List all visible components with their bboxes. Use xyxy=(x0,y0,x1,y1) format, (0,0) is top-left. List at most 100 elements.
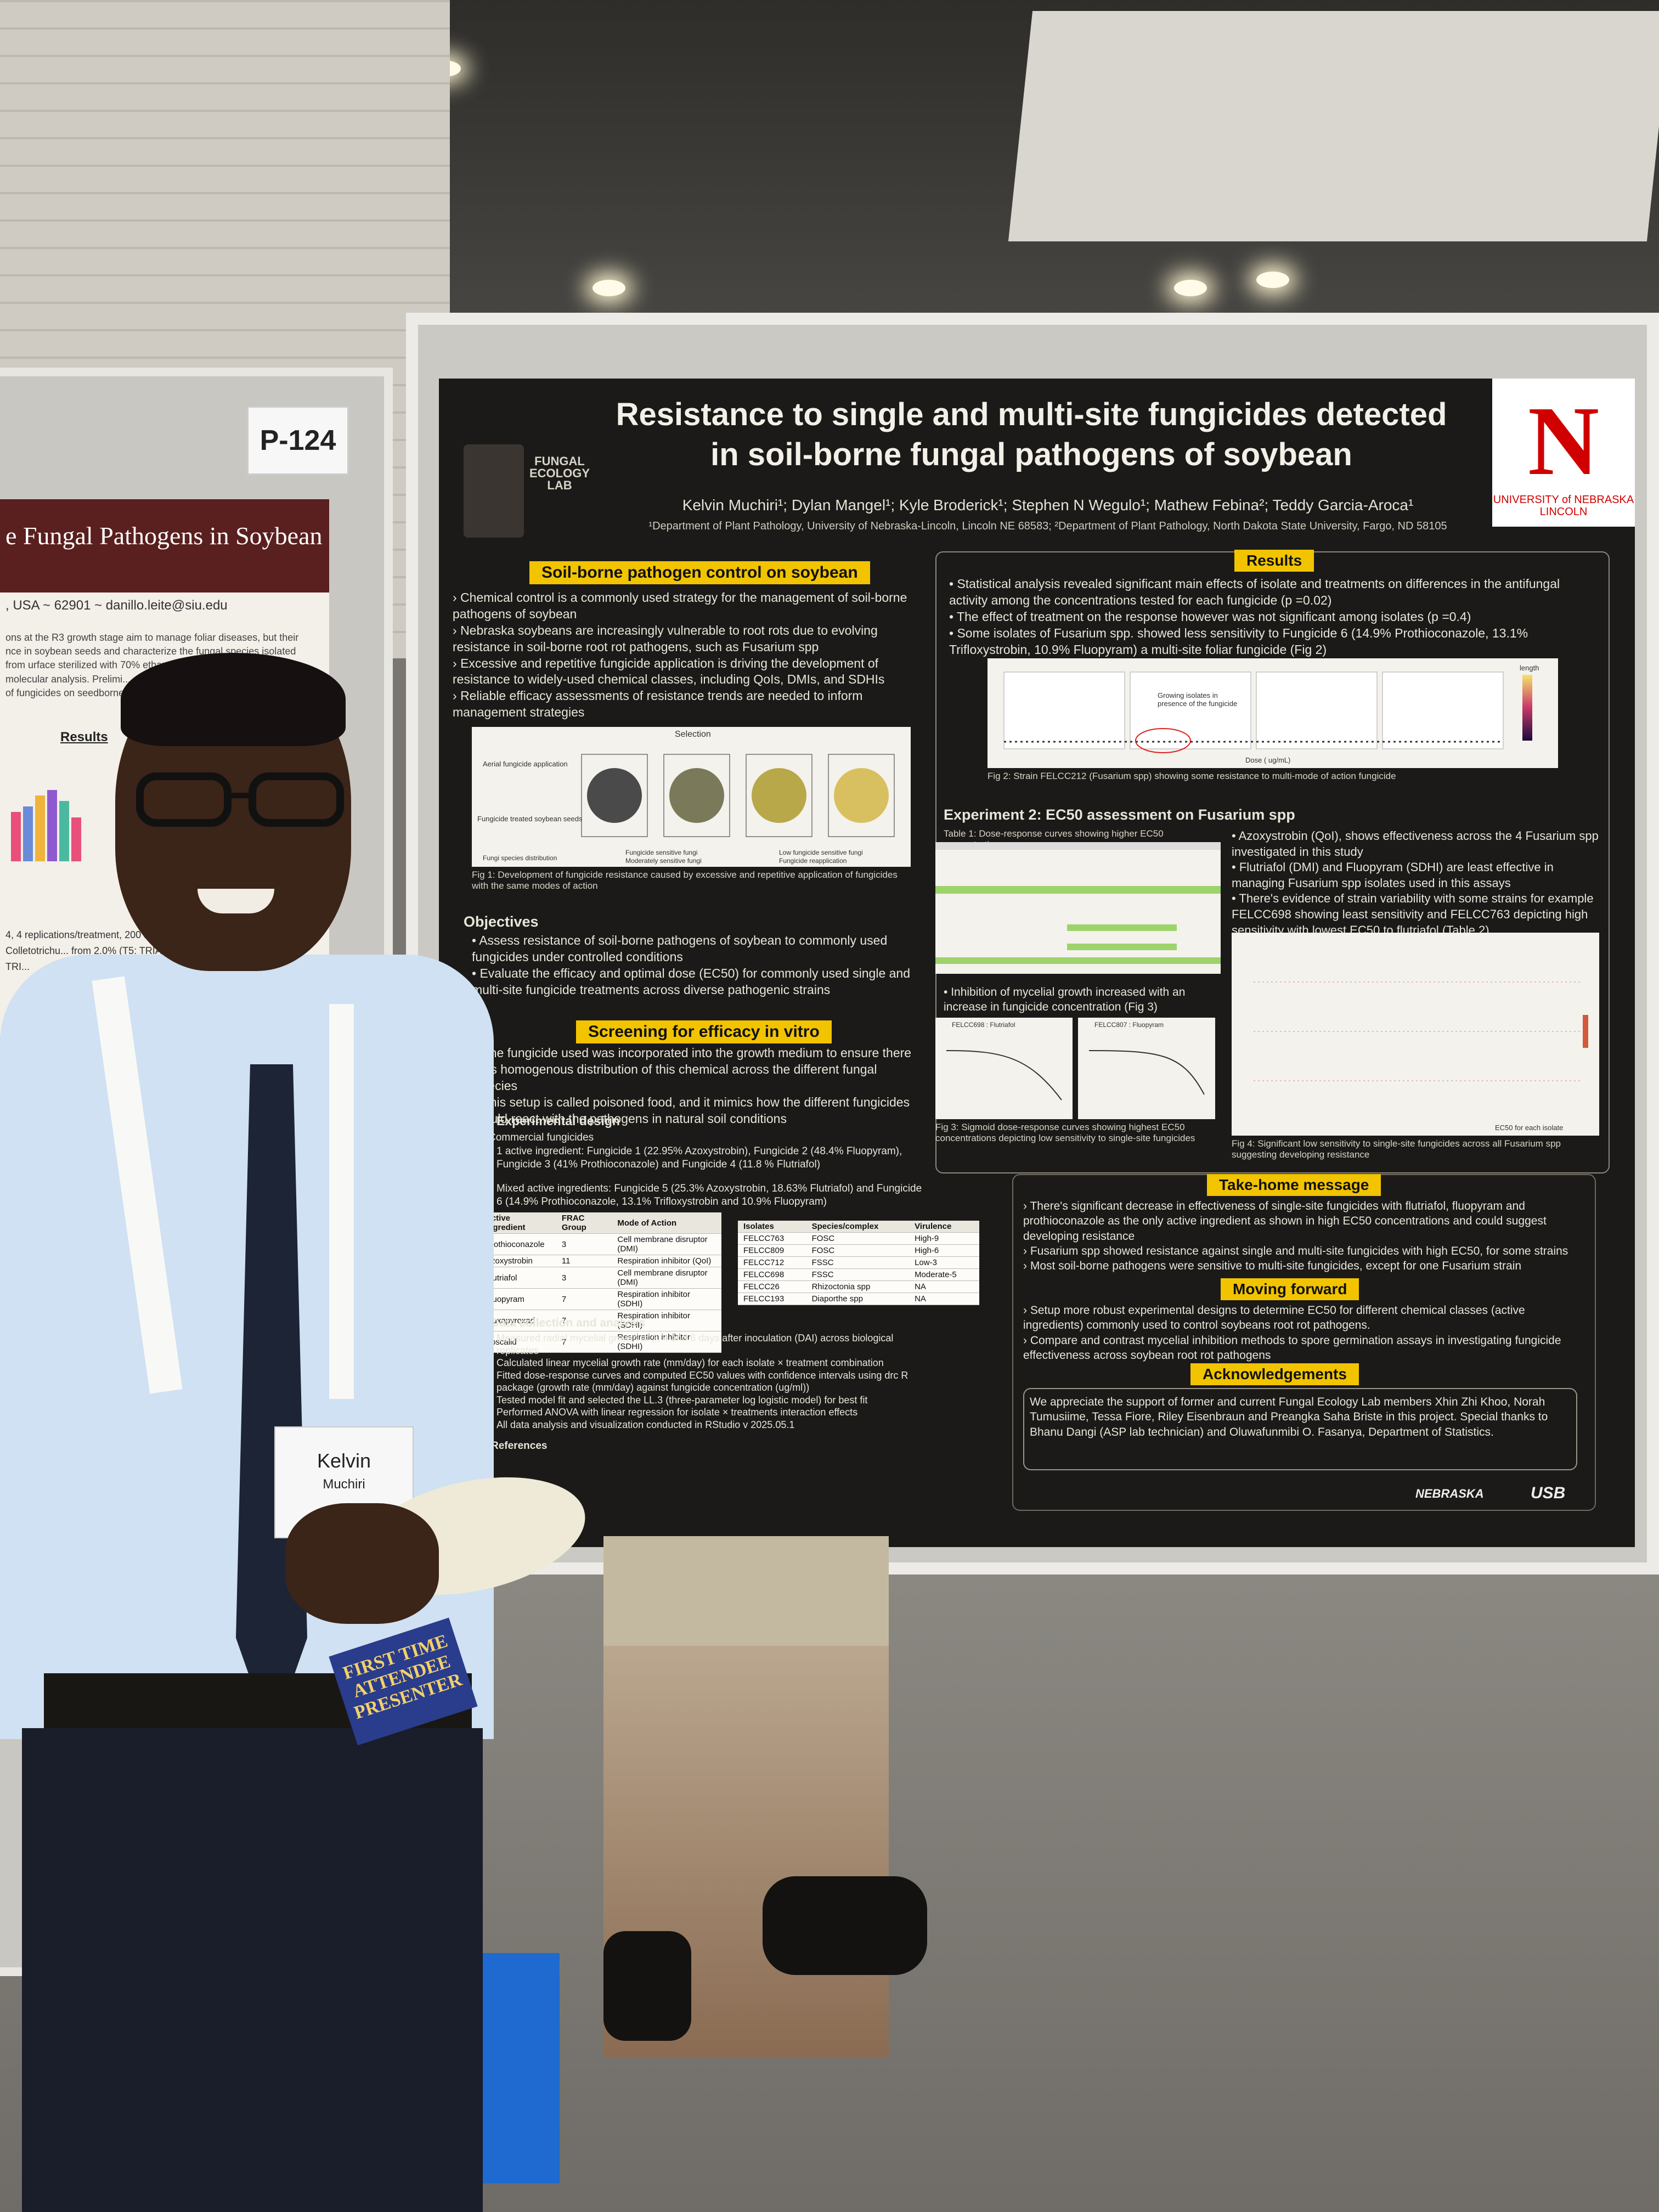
section-soil-borne-bullets: › Chemical control is a commonly used st… xyxy=(453,590,919,721)
fig2-caption: Fig 2: Strain FELCC212 (Fusarium spp) sh… xyxy=(988,771,1396,781)
table-row: Boscalid 7 Respiration inhibitor (SDHI) xyxy=(480,1331,721,1353)
bullet-text: Fusarium spp showed resistance against s… xyxy=(1030,1244,1568,1257)
table-row: Flutriafol 3 Cell membrane disruptor (DMI) xyxy=(480,1267,721,1289)
bullet: › Setup more robust experimental designs… xyxy=(1023,1304,1525,1332)
mixed-ai-text: Mixed active ingredients: Fungicide 5 (2… xyxy=(496,1183,922,1207)
unl-n-mark: N xyxy=(1528,386,1599,495)
results-heading: Results xyxy=(1234,550,1314,572)
poster-title: Resistance to single and multi-site fung… xyxy=(549,395,1514,475)
bullet: Measured radial mycelial growth at 2, 4 … xyxy=(496,1333,894,1356)
table-cell: Respiration inhibitor (SDHI) xyxy=(612,1331,721,1353)
table-header-row: Active ingredient FRAC Group Mode of Act… xyxy=(480,1212,721,1234)
table-cell: 7 xyxy=(556,1331,612,1353)
fig1-label-selection: Selection xyxy=(675,730,711,739)
left-poster-title: e Fungal Pathogens in Soybean xyxy=(0,499,329,592)
table-cell: High-6 xyxy=(909,1244,979,1257)
bullet: › Nebraska soybeans are increasingly vul… xyxy=(453,623,878,654)
data-analysis-heading: Data collection and analysis xyxy=(491,1317,646,1329)
table-row: FELCC809 FOSC High-6 xyxy=(738,1244,979,1257)
nebraska-sponsor-logo: NEBRASKA xyxy=(1415,1487,1484,1500)
left-poster-contact: , USA ~ 62901 ~ danillo.leite@siu.edu xyxy=(5,598,228,613)
badge-name: Kelvin xyxy=(317,1449,371,1472)
fig3-panel-flutriafol: FELCC698 : Flutriafol xyxy=(935,1018,1073,1119)
bullet-text: Excessive and repetitive fungicide appli… xyxy=(453,656,885,687)
fig4-caption: Fig 4: Significant low sensitivity to si… xyxy=(1232,1138,1561,1160)
ceiling-light xyxy=(1256,272,1289,288)
fig1-legend-reapplication: Fungicide reapplication xyxy=(779,857,847,865)
table-cell: FSSC xyxy=(806,1256,910,1269)
fig1-label-seeds: Fungicide treated soybean seeds xyxy=(477,815,583,823)
table-cell: FELCC193 xyxy=(738,1293,806,1305)
fig1-diagram: Selection Aerial fungicide application F… xyxy=(472,727,911,867)
data-analysis-bullets: Measured radial mycelial growth at 2, 4 … xyxy=(496,1332,924,1431)
fig1-caption: Fig 1: Development of fungicide resistan… xyxy=(472,870,898,891)
screening-bullets: › The fungicide used was incorporated in… xyxy=(475,1045,919,1127)
ceiling-light xyxy=(1174,280,1207,296)
author-photo xyxy=(464,444,524,538)
bullet-text: The fungicide used was incorporated into… xyxy=(475,1046,912,1093)
person-pants xyxy=(22,1728,483,2212)
fig1-legend-low: Low fungicide sensitive fungi xyxy=(779,849,863,856)
person-hand xyxy=(285,1503,439,1624)
table-cell: 3 xyxy=(556,1233,612,1255)
section-heading-screening: Screening for efficacy in vitro xyxy=(576,1020,832,1043)
ack-text: We appreciate the support of former and … xyxy=(1030,1396,1548,1438)
bullet: › Excessive and repetitive fungicide app… xyxy=(453,656,885,687)
bullet: • Flutriafol (DMI) and Fluopyram (SDHI) … xyxy=(1232,860,1554,890)
boot xyxy=(763,1876,927,1975)
bullet: › Reliable efficacy assessments of resis… xyxy=(453,689,863,720)
badge-surname: Muchiri xyxy=(323,1477,365,1492)
table-cell: FELCC809 xyxy=(738,1244,806,1257)
table-cell: FOSC xyxy=(806,1232,910,1245)
bullet: Fitted dose-response curves and computed… xyxy=(496,1369,909,1393)
table-cell: Respiration inhibitor (SDHI) xyxy=(612,1310,721,1331)
fig2-scatter: Growing isolates in presence of the fung… xyxy=(988,658,1558,768)
takehome-heading: Take-home message xyxy=(1207,1174,1381,1196)
person-tie xyxy=(236,1064,307,1739)
table-cell: FELCC26 xyxy=(738,1280,806,1293)
bullet-text: There's evidence of strain variability w… xyxy=(1232,891,1594,937)
bullet: • Some isolates of Fusarium spp. showed … xyxy=(949,625,1528,657)
design-heading: Experimental design xyxy=(496,1114,620,1128)
table1-graphic xyxy=(935,842,1221,964)
fig1-label-distribution: Fungi species distribution xyxy=(483,854,557,862)
table-cell: FSSC xyxy=(806,1268,910,1281)
bullet-text: This setup is called poisoned food, and … xyxy=(475,1094,910,1126)
fig3-curve xyxy=(946,1050,1062,1101)
main-poster: FUNGAL ECOLOGY LAB Resistance to single … xyxy=(439,379,1635,1547)
exp2-bullets: • Azoxystrobin (QoI), shows effectivenes… xyxy=(1232,828,1605,938)
bullet: › Most soil-borne pathogens were sensiti… xyxy=(1023,1260,1522,1273)
active-ingredient-table: Active ingredient FRAC Group Mode of Act… xyxy=(480,1212,721,1353)
table1-ec50 xyxy=(935,842,1221,974)
fig1-legend-moderate: Moderately sensitive fungi xyxy=(625,857,702,865)
bullet-text: Inhibition of mycelial growth increased … xyxy=(944,986,1186,1014)
takehome-bullets: › There's significant decrease in effect… xyxy=(1023,1199,1588,1273)
fig2-legend-title: length xyxy=(1520,664,1539,672)
table-row: FELCC26 Rhizoctonia spp NA xyxy=(738,1280,979,1293)
ack-box: We appreciate the support of former and … xyxy=(1023,1388,1577,1470)
section-heading-soil-borne: Soil-borne pathogen control on soybean xyxy=(529,561,870,584)
table-cell: FELCC698 xyxy=(738,1268,806,1281)
table-header: Virulence xyxy=(909,1221,979,1233)
fig3-panel-fluopyram: FELCC807 : Fluopyram xyxy=(1078,1018,1215,1119)
person-hair xyxy=(121,653,346,746)
table-row: Fluopyram 7 Respiration inhibitor (SDHI) xyxy=(480,1288,721,1310)
fig3-caption: Fig 3: Sigmoid dose-response curves show… xyxy=(935,1122,1195,1143)
table-cell: Cell membrane disruptor (DMI) xyxy=(612,1233,721,1255)
table-row: Azoxystrobin 11 Respiration inhibitor (QoI… xyxy=(480,1255,721,1267)
left-poster-results: Results xyxy=(60,730,108,744)
bullet-text: Azoxystrobin (QoI), shows effectiveness … xyxy=(1232,829,1599,859)
table-cell: NA xyxy=(909,1293,979,1305)
table-cell: High-9 xyxy=(909,1232,979,1245)
table-cell: 7 xyxy=(556,1288,612,1310)
fig3-panel-title: FELCC807 : Fluopyram xyxy=(1094,1021,1164,1029)
usb-sponsor-logo: USB xyxy=(1531,1484,1566,1502)
ceiling-light xyxy=(592,280,625,296)
fig4-plot: EC50 for each isolate xyxy=(1232,933,1599,1136)
table-cell: 3 xyxy=(556,1267,612,1289)
table-row: FELCC193 Diaporthe spp NA xyxy=(738,1293,979,1305)
table-cell: Rhizoctonia spp xyxy=(806,1280,910,1293)
table-cell: FOSC xyxy=(806,1244,910,1257)
bullet: › There's significant decrease in effect… xyxy=(1023,1200,1547,1243)
bullet-text: Some isolates of Fusarium spp. showed le… xyxy=(949,625,1528,657)
